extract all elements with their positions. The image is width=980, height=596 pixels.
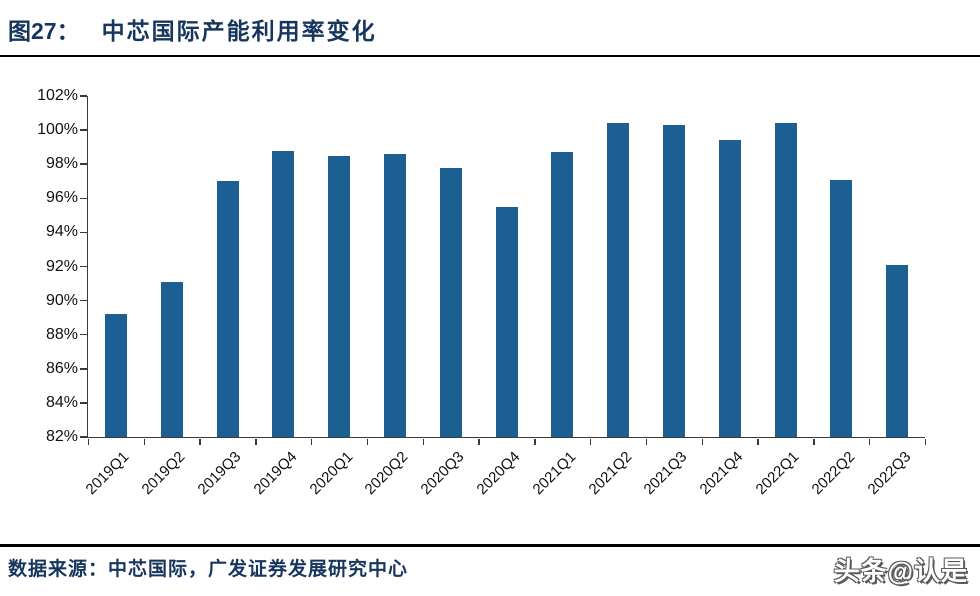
bar-2021Q1 [551,152,574,437]
plot-area [87,96,925,438]
x-axis-label: 2021Q2 [585,448,635,499]
y-tick [80,333,87,336]
x-axis-label: 2019Q2 [138,448,189,499]
y-tick-label: 84% [45,393,78,411]
x-axis-label: 2020Q2 [361,448,412,499]
bar-2021Q3 [662,125,685,437]
x-axis-label: 2020Q4 [473,448,524,499]
bar-2019Q1 [104,314,127,437]
figure-label: 图27： [8,18,80,44]
x-tick [199,438,201,445]
top-divider [0,55,980,57]
y-tick-label: 100% [37,121,78,139]
data-source: 数据来源：中芯国际，广发证券发展研究中心 [8,554,408,581]
x-axis-label: 2021Q4 [696,448,747,499]
x-tick [813,438,815,445]
bar-2022Q1 [774,123,797,437]
x-tick [87,438,90,445]
bar-2022Q3 [886,264,909,437]
x-tick [366,438,369,445]
bar-2020Q3 [439,167,462,437]
y-tick-label: 90% [45,291,78,309]
x-tick [868,438,871,445]
bar-2019Q4 [272,150,295,437]
x-axis-label: 2022Q1 [752,448,803,499]
bar-2022Q2 [830,179,853,437]
y-tick [80,95,87,97]
chart-area: 102% 100% 98% 96% 94% 92% 90% 88% 86% 84% 82% 2019Q… [0,58,980,544]
y-tick-label: 92% [45,257,78,275]
bar-2020Q2 [383,153,406,437]
watermark: 头条@认是 [833,556,968,586]
x-axis-label: 2022Q3 [864,448,914,499]
y-tick-label: 82% [45,428,78,445]
bar-2020Q4 [495,206,518,437]
y-tick [80,231,87,234]
bar-2019Q2 [160,281,183,437]
x-tick [701,438,704,445]
y-tick [80,402,87,404]
x-axis-label: 2019Q4 [250,448,301,499]
x-axis-label: 2021Q3 [640,448,691,499]
y-tick-label: 102% [37,87,78,104]
y-tick [80,265,87,268]
chart-title: 中芯国际产能利用率变化 [101,19,377,44]
y-tick [80,368,87,370]
y-tick-label: 88% [45,325,78,343]
y-tick [80,197,87,200]
x-tick [589,438,592,445]
chart-header: 图27： 中芯国际产能利用率变化 [8,12,377,46]
source-label: 数据来源： [8,559,109,580]
x-axis-label: 2022Q2 [808,448,859,499]
x-tick [255,438,257,445]
x-axis-label: 2019Q1 [82,448,133,499]
x-tick [422,438,425,445]
bottom-divider [0,544,980,547]
x-axis-label: 2019Q3 [194,448,245,499]
x-axis-label: 2021Q1 [529,448,580,499]
bar-2019Q3 [216,181,239,437]
x-tick [310,438,313,445]
x-tick [645,438,648,445]
x-axis-label: 2020Q3 [417,448,468,499]
x-tick [757,438,759,445]
y-tick [80,129,87,131]
y-tick [80,299,87,302]
x-tick [478,438,480,445]
y-tick-label: 94% [45,223,78,241]
y-tick [80,436,87,438]
bar-2020Q1 [328,155,351,437]
x-axis-label: 2020Q1 [306,448,356,499]
x-tick [924,438,927,445]
bar-2021Q2 [607,123,630,437]
y-tick-label: 98% [45,155,78,173]
x-tick [534,438,536,445]
source-text: 中芯国际，广发证券发展研究中心 [108,559,409,580]
x-tick [143,438,146,445]
y-tick-label: 96% [45,189,78,207]
bar-2021Q4 [718,140,741,437]
y-tick-label: 86% [45,359,78,377]
y-tick [80,163,87,165]
